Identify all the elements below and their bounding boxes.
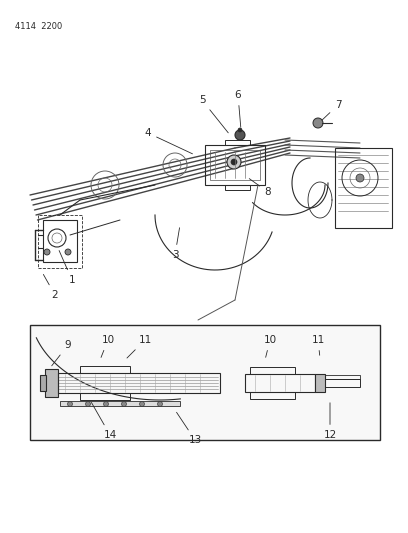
Text: 2: 2 [43, 274, 58, 300]
Text: 1: 1 [59, 251, 75, 285]
Text: 8: 8 [249, 179, 271, 197]
Text: 10: 10 [264, 335, 277, 357]
Circle shape [231, 159, 237, 165]
Text: 7: 7 [322, 100, 341, 120]
Text: 11: 11 [311, 335, 325, 355]
Polygon shape [60, 401, 180, 406]
Circle shape [227, 155, 241, 169]
Text: 9: 9 [52, 340, 71, 366]
Text: 10: 10 [101, 335, 115, 358]
Text: 12: 12 [324, 403, 337, 440]
Circle shape [104, 401, 109, 407]
Bar [30, 325, 380, 440]
Text: 3: 3 [172, 228, 180, 260]
Text: 6: 6 [235, 90, 241, 127]
Circle shape [238, 128, 242, 132]
Circle shape [44, 249, 50, 255]
Text: 11: 11 [127, 335, 152, 358]
Text: 13: 13 [177, 413, 202, 445]
Circle shape [65, 249, 71, 255]
Circle shape [235, 130, 245, 140]
Polygon shape [40, 375, 46, 391]
Circle shape [86, 401, 91, 407]
Circle shape [122, 401, 126, 407]
Text: 4: 4 [145, 128, 193, 154]
Polygon shape [315, 374, 325, 392]
Polygon shape [45, 369, 58, 397]
Circle shape [157, 401, 162, 407]
Text: 14: 14 [91, 402, 117, 440]
Circle shape [67, 401, 73, 407]
Circle shape [356, 174, 364, 182]
Text: 4114  2200: 4114 2200 [15, 22, 62, 31]
Circle shape [140, 401, 144, 407]
Circle shape [313, 118, 323, 128]
Text: 5: 5 [199, 95, 228, 133]
